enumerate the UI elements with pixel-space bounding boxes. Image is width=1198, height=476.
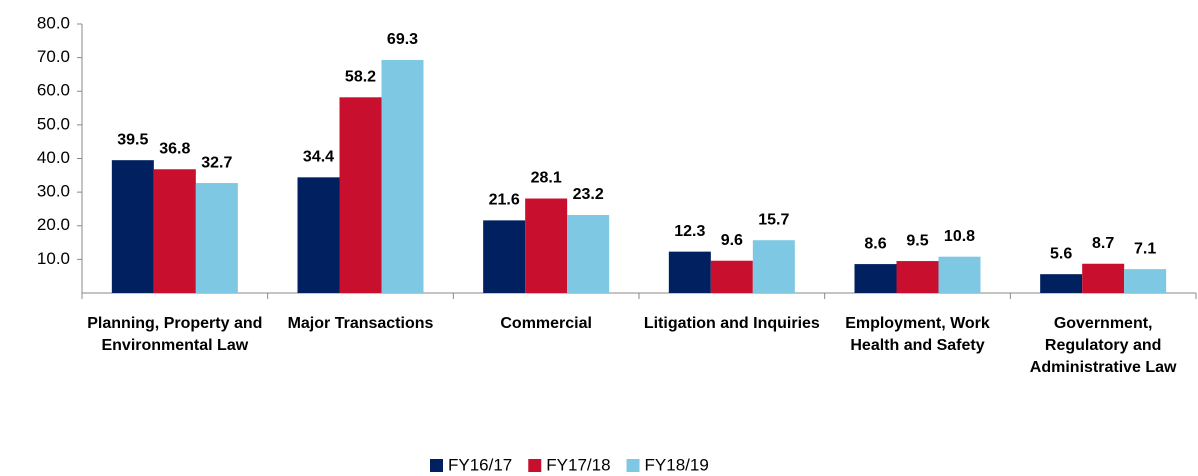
bar (938, 256, 981, 293)
value-label: 8.6 (864, 235, 886, 252)
bar (153, 169, 196, 293)
y-tick-label: 40.0 (37, 148, 70, 167)
value-label: 9.5 (906, 232, 928, 249)
bar (896, 261, 939, 293)
y-tick-label: 80.0 (37, 13, 70, 32)
value-label: 28.1 (531, 170, 562, 187)
legend-label: FY18/19 (645, 455, 709, 474)
y-tick-label: 20.0 (37, 215, 70, 234)
x-tick-label: Commercial (500, 315, 592, 332)
x-tick-label: Litigation and Inquiries (643, 315, 820, 332)
legend-label: FY17/18 (546, 455, 610, 474)
bar (752, 240, 795, 293)
legend-swatch (528, 459, 542, 472)
y-tick-label: 60.0 (37, 81, 70, 100)
legend-label: FY16/17 (448, 455, 512, 474)
value-label: 39.5 (117, 131, 148, 148)
value-label: 36.8 (159, 140, 190, 157)
bar (567, 214, 610, 293)
value-label: 32.7 (201, 154, 232, 171)
value-label: 12.3 (674, 223, 705, 240)
legend-swatch (430, 459, 443, 472)
y-tick-label: 50.0 (37, 114, 70, 133)
bar (710, 260, 753, 293)
value-label: 58.2 (345, 69, 376, 86)
bar (381, 59, 424, 294)
x-tick-label: Major Transactions (287, 315, 434, 332)
y-tick-label: 70.0 (37, 47, 70, 66)
bar (111, 160, 154, 293)
bar (339, 97, 382, 294)
x-tick-label: Government, Regulatory and Administrativ… (1029, 315, 1177, 376)
bar (1124, 269, 1167, 293)
bar (195, 183, 238, 293)
value-label: 8.7 (1092, 235, 1114, 252)
bar (668, 251, 711, 293)
value-label: 5.6 (1050, 245, 1072, 262)
bar (1082, 263, 1125, 293)
value-label: 15.7 (758, 211, 789, 228)
bar (483, 220, 526, 293)
value-label: 34.4 (303, 149, 334, 166)
bar (525, 198, 568, 293)
value-label: 21.6 (489, 192, 520, 209)
value-label: 23.2 (573, 186, 604, 203)
value-label: 9.6 (721, 232, 743, 249)
x-tick-label: Planning, Property and Environmental Law (87, 315, 263, 354)
y-tick-label: 30.0 (37, 182, 70, 201)
value-label: 10.8 (944, 228, 975, 245)
bar (1040, 274, 1083, 293)
legend-swatch (626, 459, 640, 472)
bar (297, 177, 340, 293)
bar (854, 264, 897, 293)
y-tick-label: 10.0 (37, 249, 70, 268)
x-tick-label: Employment, Work Health and Safety (845, 315, 990, 354)
value-label: 69.3 (387, 31, 418, 48)
value-label: 7.1 (1134, 240, 1156, 257)
